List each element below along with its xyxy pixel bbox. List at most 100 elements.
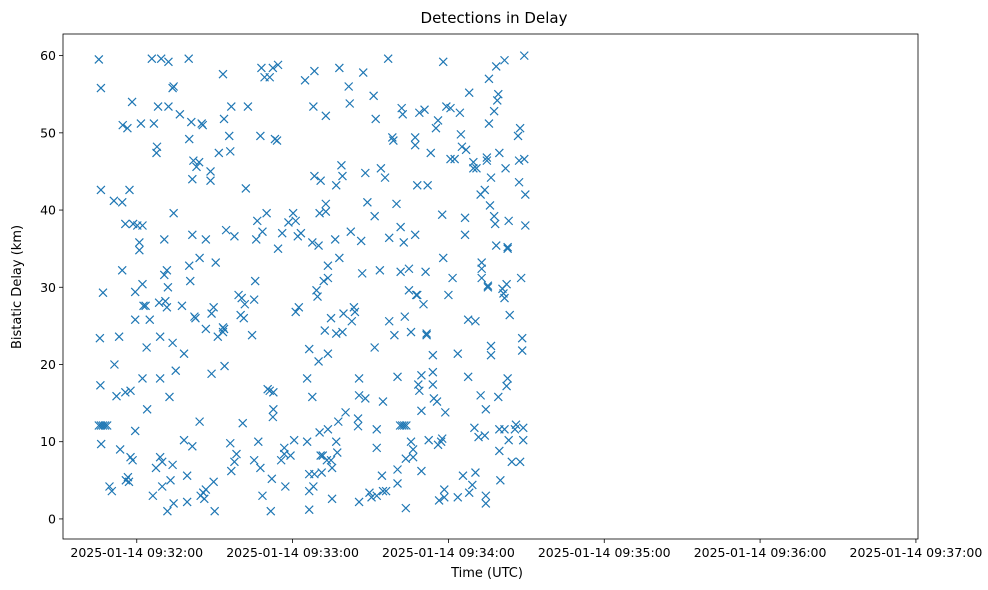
data-point — [225, 438, 235, 448]
data-point — [209, 302, 219, 312]
data-point — [308, 482, 318, 491]
x-tick-label: 2025-01-14 09:35:00 — [538, 545, 671, 560]
data-point — [481, 491, 491, 501]
data-point — [240, 299, 250, 309]
data-point — [493, 89, 503, 99]
data-point — [127, 97, 137, 107]
data-point — [518, 423, 528, 433]
data-point — [95, 333, 105, 343]
data-point — [519, 51, 529, 61]
data-point — [504, 435, 514, 445]
data-point — [162, 302, 172, 312]
data-point — [354, 497, 364, 507]
data-point — [331, 180, 341, 190]
data-point — [483, 281, 493, 291]
data-point — [130, 315, 140, 325]
data-point — [503, 244, 513, 254]
data-point — [175, 109, 185, 119]
data-point — [136, 119, 146, 128]
data-point — [421, 267, 430, 277]
data-point — [331, 437, 341, 447]
data-point — [370, 343, 380, 352]
data-point — [112, 391, 121, 401]
data-point — [96, 185, 106, 195]
data-point — [500, 424, 509, 434]
data-point — [323, 273, 333, 283]
data-point — [309, 66, 319, 76]
data-point — [195, 417, 205, 427]
data-point — [109, 196, 119, 206]
x-tick-label: 2025-01-14 09:36:00 — [694, 545, 827, 560]
data-point — [393, 372, 402, 382]
data-point — [491, 241, 501, 250]
data-point — [221, 225, 231, 235]
data-point — [307, 392, 317, 402]
data-point — [446, 154, 455, 164]
data-point — [314, 356, 323, 366]
data-point — [102, 421, 112, 430]
data-point — [511, 420, 521, 430]
data-point — [484, 74, 494, 84]
data-point — [446, 103, 455, 113]
x-axis: 2025-01-14 09:32:00 2025-01-14 09:33:00 20… — [70, 539, 982, 560]
data-point — [184, 261, 194, 271]
data-point — [453, 492, 463, 502]
data-point — [505, 310, 515, 320]
data-point — [401, 503, 411, 513]
data-point — [495, 475, 505, 485]
data-point — [110, 360, 119, 369]
data-point — [114, 332, 124, 342]
data-point — [179, 349, 189, 359]
data-point — [515, 457, 525, 467]
data-point — [294, 302, 304, 312]
data-point — [514, 156, 524, 166]
data-point — [517, 346, 527, 356]
data-point — [118, 120, 128, 130]
data-point — [185, 276, 195, 286]
data-point — [268, 404, 278, 414]
data-point — [115, 445, 125, 454]
data-point — [250, 276, 260, 286]
data-point — [500, 293, 509, 303]
data-point — [463, 315, 473, 325]
data-point — [414, 108, 424, 118]
data-point — [393, 478, 402, 488]
data-point — [207, 369, 216, 379]
data-point — [100, 421, 110, 430]
data-point — [347, 316, 357, 326]
data-point — [163, 282, 173, 292]
data-point — [392, 199, 401, 209]
data-point — [149, 119, 159, 128]
data-point — [378, 397, 388, 406]
data-point — [399, 421, 409, 430]
data-point — [471, 468, 480, 478]
data-point — [316, 176, 326, 186]
data-point — [333, 417, 343, 427]
data-point — [279, 443, 289, 453]
data-point — [483, 282, 493, 292]
data-point — [302, 437, 312, 447]
data-point — [327, 494, 337, 504]
data-point — [437, 210, 447, 220]
data-point — [412, 290, 422, 300]
data-point — [406, 437, 416, 447]
data-point — [460, 213, 470, 223]
data-point — [410, 230, 420, 240]
data-point — [265, 72, 275, 82]
data-point — [166, 475, 175, 485]
data-point — [504, 216, 514, 226]
data-point — [134, 245, 144, 255]
data-point — [139, 301, 148, 311]
data-point — [380, 173, 390, 183]
data-point — [152, 148, 161, 158]
data-point — [323, 424, 333, 434]
data-point — [501, 163, 510, 173]
data-point — [477, 264, 487, 274]
data-point — [500, 55, 509, 65]
data-point — [157, 457, 167, 467]
data-point — [201, 234, 211, 244]
y-axis: 0 10 20 30 40 50 60 — [40, 48, 63, 526]
data-point — [154, 298, 164, 308]
data-point — [187, 174, 197, 184]
data-point — [258, 227, 267, 237]
